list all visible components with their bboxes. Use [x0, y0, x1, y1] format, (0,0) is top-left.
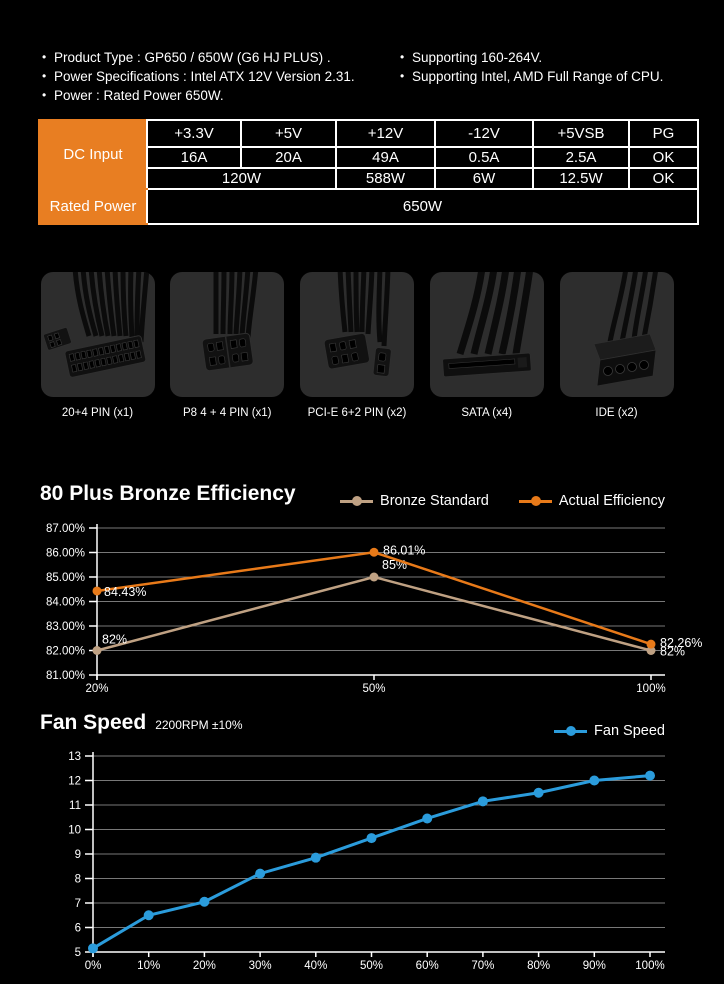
svg-text:86.00%: 86.00% [46, 548, 85, 560]
p8-4-4-pin-connector-image [170, 272, 285, 397]
column-header-cell: +12V [335, 119, 436, 148]
svg-text:6: 6 [75, 923, 81, 935]
column-header-cell: +5V [240, 119, 337, 148]
svg-text:100%: 100% [635, 960, 664, 972]
svg-text:60%: 60% [416, 960, 439, 972]
svg-text:7: 7 [75, 898, 81, 910]
svg-text:40%: 40% [304, 960, 327, 972]
svg-text:30%: 30% [249, 960, 272, 972]
svg-text:85.00%: 85.00% [46, 572, 85, 584]
connector-item: IDE (x2) [559, 272, 674, 419]
svg-text:70%: 70% [471, 960, 494, 972]
efficiency-legend: Bronze Standard Actual Efficiency [340, 493, 665, 509]
connector-label: PCI-E 6+2 PIN (x2) [307, 407, 407, 419]
spec-bullets-left: Product Type : GP650 / 650W (G6 HJ PLUS)… [42, 48, 355, 105]
line-marker-icon [340, 496, 374, 506]
line-marker-icon [518, 496, 552, 506]
amp-cell: 16A [146, 146, 242, 169]
legend-label: Actual Efficiency [558, 493, 665, 509]
svg-text:20%: 20% [193, 960, 216, 972]
amp-cell: 20A [240, 146, 337, 169]
svg-text:83.00%: 83.00% [46, 621, 85, 633]
dc-input-header-cell: DC Input [38, 119, 148, 190]
rated-power-value-cell: 650W [146, 188, 699, 225]
spec-bullet: Supporting 160-264V. [400, 48, 663, 67]
svg-text:90%: 90% [583, 960, 606, 972]
svg-text:80%: 80% [527, 960, 550, 972]
pcie-6-2-pin-connector-image [300, 272, 414, 397]
svg-text:13: 13 [68, 751, 81, 763]
svg-text:82%: 82% [102, 633, 127, 647]
svg-text:100%: 100% [636, 683, 665, 695]
svg-text:9: 9 [75, 849, 81, 861]
column-header-cell: +3.3V [146, 119, 242, 148]
connector-item: 20+4 PIN (x1) [40, 272, 155, 419]
ide-connector-image [559, 272, 674, 397]
amp-cell: 49A [335, 146, 436, 169]
spec-bullet: Product Type : GP650 / 650W (G6 HJ PLUS)… [42, 48, 355, 67]
sata-connector-image [429, 272, 544, 397]
legend-item-fan-speed: Fan Speed [554, 723, 665, 739]
column-header-cell: PG [628, 119, 699, 148]
connector-gallery: 20+4 PIN (x1) [40, 272, 674, 419]
connector-label: IDE (x2) [595, 407, 638, 419]
svg-text:10%: 10% [137, 960, 160, 972]
watt-cell: 6W [434, 167, 534, 190]
fan-speed-chart-title: Fan Speed 2200RPM ±10% [40, 711, 243, 735]
svg-text:82.00%: 82.00% [46, 646, 85, 658]
svg-text:11: 11 [69, 800, 81, 812]
spec-bullet: Power Specifications : Intel ATX 12V Ver… [42, 67, 355, 86]
atx-20-4-pin-connector-image [40, 272, 155, 397]
connector-label: SATA (x4) [461, 407, 513, 419]
svg-text:50%: 50% [362, 683, 385, 695]
column-header-cell: +5VSB [532, 119, 630, 148]
efficiency-chart-title: 80 Plus Bronze Efficiency [40, 482, 296, 506]
legend-label: Fan Speed [594, 723, 665, 739]
watt-cell: 12.5W [532, 167, 630, 190]
connector-label: P8 4 + 4 PIN (x1) [182, 407, 272, 419]
connector-item: PCI-E 6+2 PIN (x2) [300, 272, 415, 419]
watt-cell: OK [628, 167, 699, 190]
svg-text:10: 10 [68, 825, 81, 837]
rated-power-header-cell: Rated Power [38, 188, 148, 225]
fan-title-text: Fan Speed [40, 711, 147, 734]
svg-text:84.43%: 84.43% [104, 585, 146, 599]
svg-text:81.00%: 81.00% [46, 670, 85, 682]
legend-item-actual-efficiency: Actual Efficiency [518, 493, 665, 509]
svg-text:20%: 20% [85, 683, 108, 695]
amp-cell: 0.5A [434, 146, 534, 169]
watt-cell: 588W [335, 167, 436, 190]
spec-bullet: Power : Rated Power 650W. [42, 86, 355, 105]
connector-item: SATA (x4) [429, 272, 544, 419]
spec-bullets-right: Supporting 160-264V. Supporting Intel, A… [400, 48, 663, 86]
connector-label: 20+4 PIN (x1) [61, 407, 134, 419]
svg-text:8: 8 [75, 874, 81, 886]
watt-cell: 120W [146, 167, 337, 190]
legend-label: Bronze Standard [380, 493, 489, 509]
amp-cell: 2.5A [532, 146, 630, 169]
svg-text:12: 12 [68, 776, 81, 788]
connector-item: P8 4 + 4 PIN (x1) [170, 272, 285, 419]
svg-text:86.01%: 86.01% [383, 543, 425, 557]
legend-item-bronze-standard: Bronze Standard [340, 493, 489, 509]
efficiency-title-text: 80 Plus Bronze Efficiency [40, 482, 296, 505]
svg-text:5: 5 [75, 947, 81, 959]
column-header-cell: -12V [434, 119, 534, 148]
svg-text:87.00%: 87.00% [46, 523, 85, 535]
spec-bullet: Supporting Intel, AMD Full Range of CPU. [400, 67, 663, 86]
svg-text:82.26%: 82.26% [660, 636, 702, 650]
svg-text:84.00%: 84.00% [46, 597, 85, 609]
amp-cell: OK [628, 146, 699, 169]
fan-speed-legend: Fan Speed [554, 723, 665, 739]
svg-text:50%: 50% [360, 960, 383, 972]
svg-text:0%: 0% [85, 960, 102, 972]
svg-text:82%: 82% [660, 645, 685, 659]
line-marker-icon [554, 726, 588, 736]
dc-input-table: DC Input +3.3V +5V +12V -12V +5VSB PG 16… [38, 119, 699, 225]
efficiency-chart: 87.00% 86.00% 85.00% 84.00% 83.00% 82.00% 81.0… [46, 523, 702, 695]
fan-subtitle-text: 2200RPM ±10% [155, 718, 243, 732]
